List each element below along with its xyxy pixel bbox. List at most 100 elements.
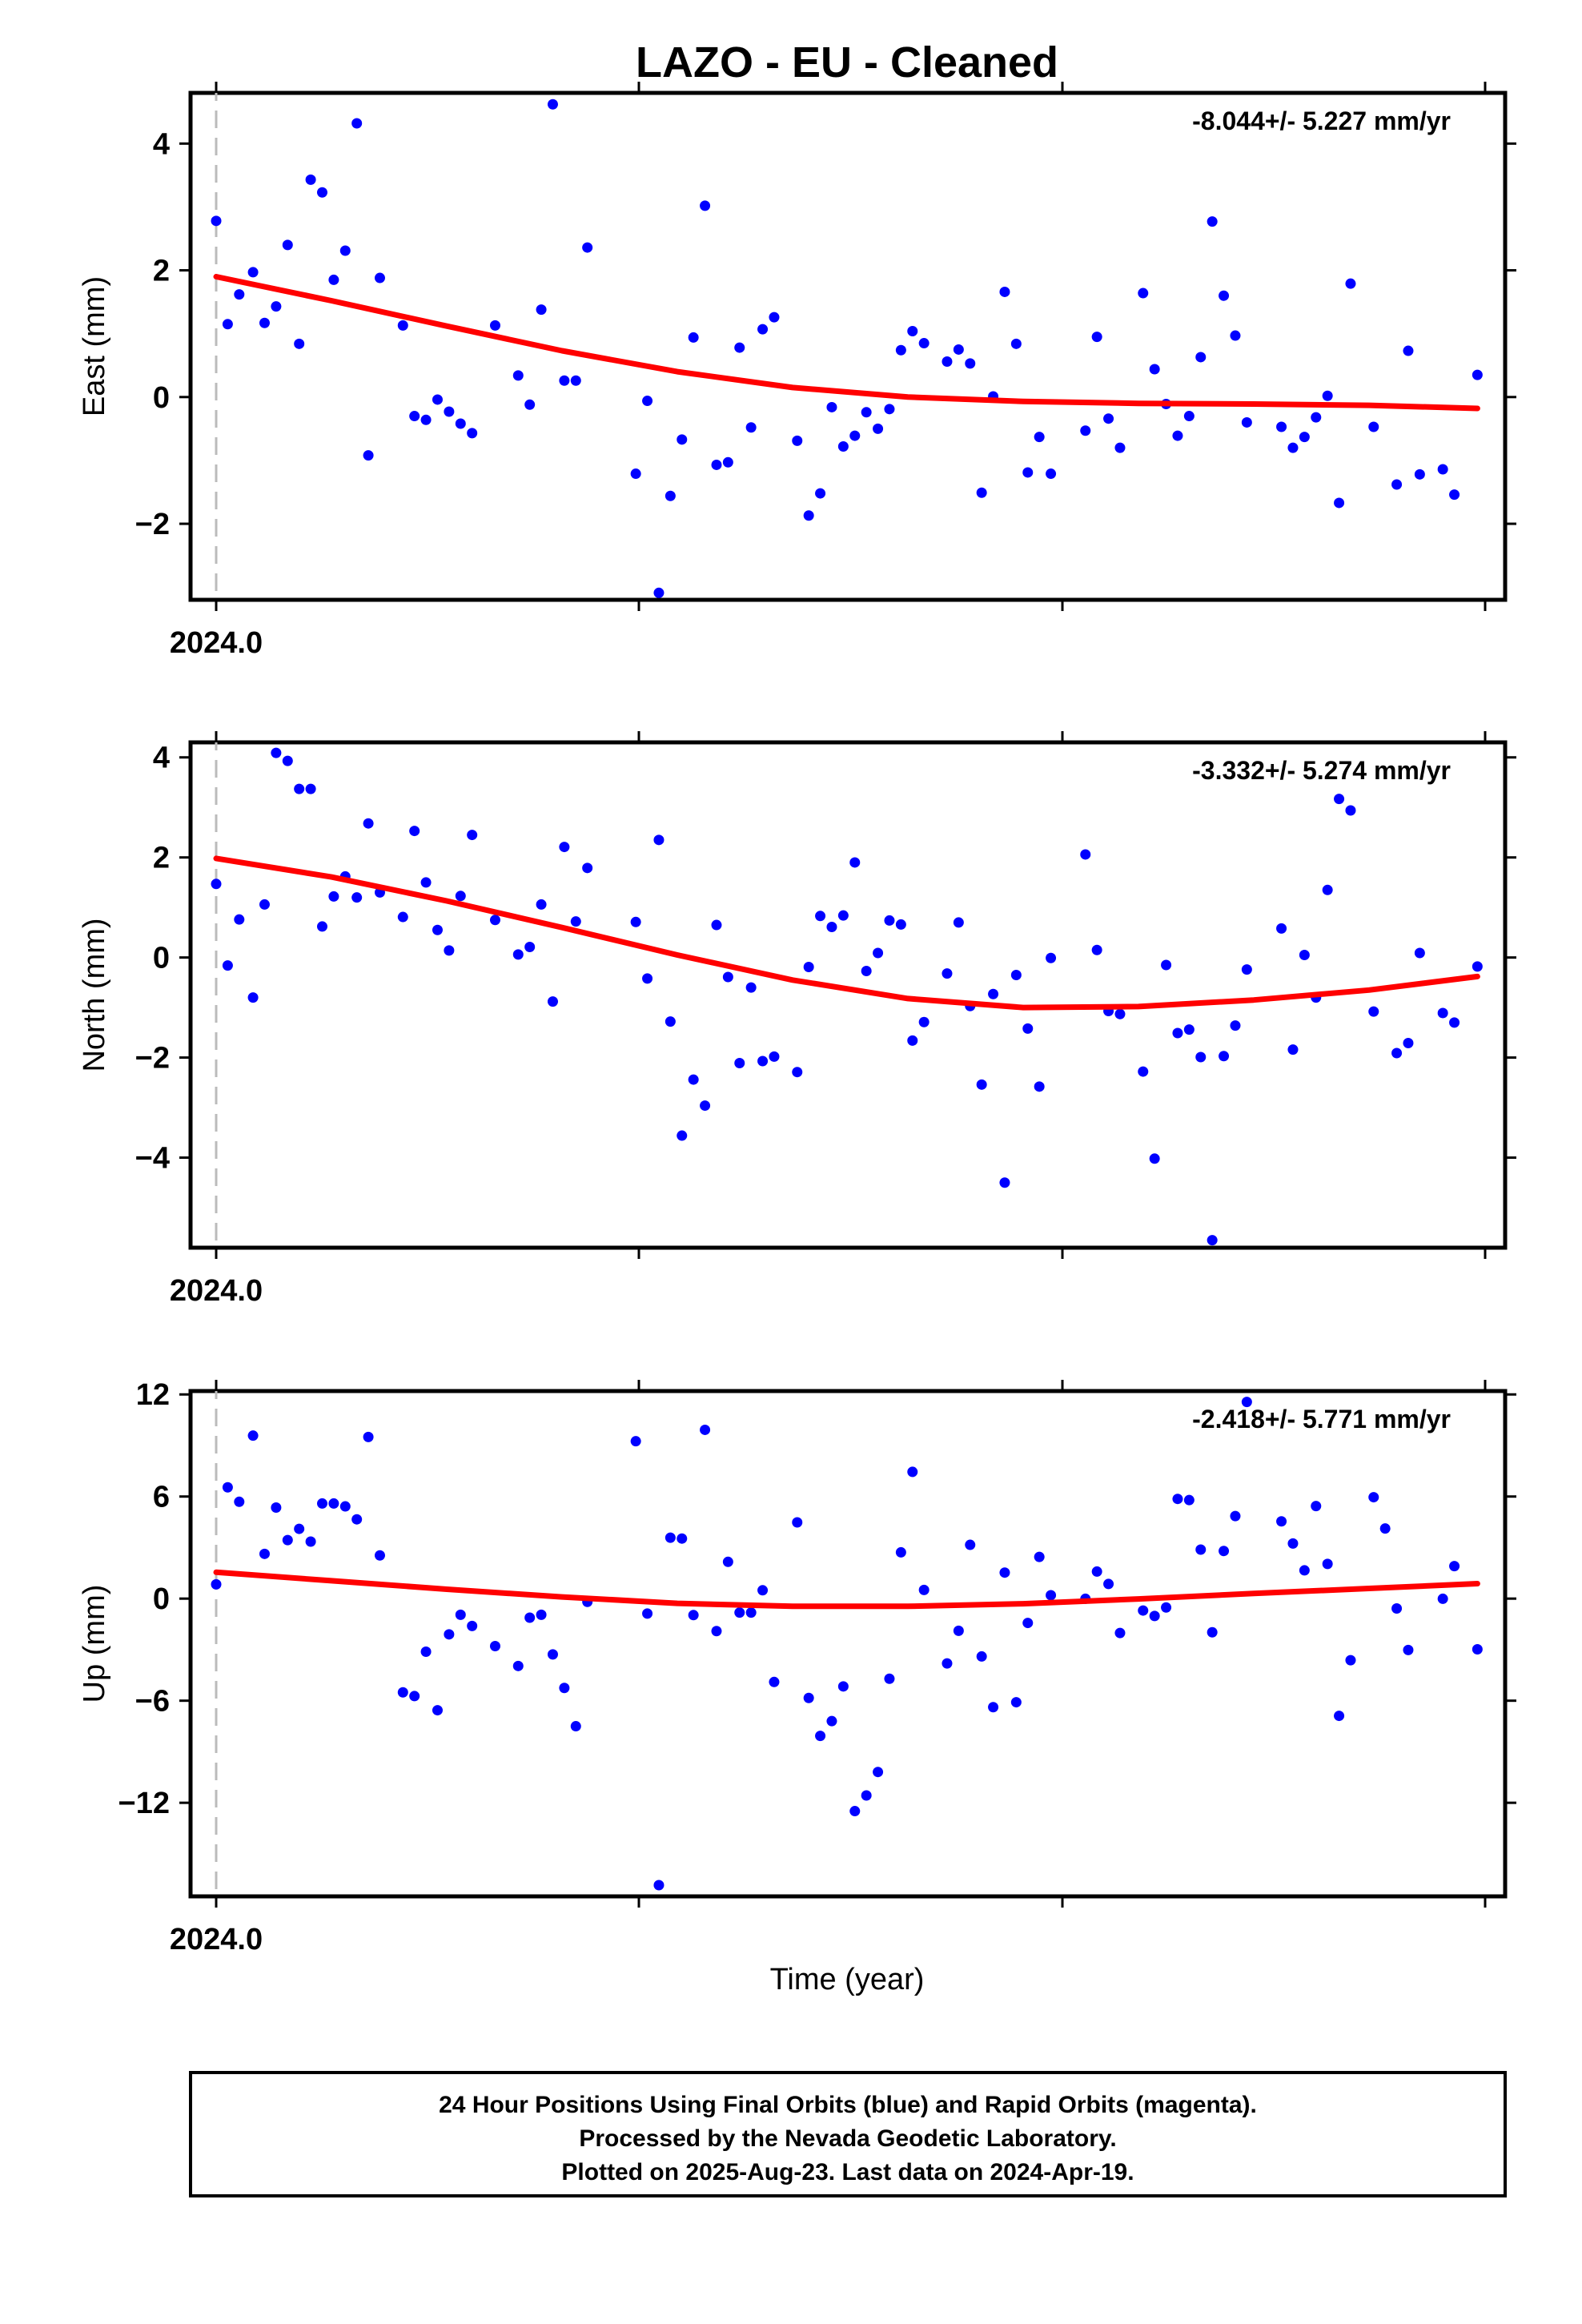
data-point — [918, 338, 930, 349]
data-point — [1241, 964, 1252, 975]
data-point — [1034, 432, 1045, 443]
data-point — [1161, 1602, 1172, 1613]
data-point — [907, 326, 918, 337]
data-point — [1103, 413, 1114, 424]
data-point — [512, 949, 524, 960]
data-point — [803, 510, 814, 521]
data-point — [769, 1676, 780, 1687]
data-point — [999, 1177, 1010, 1188]
data-point — [316, 921, 327, 932]
data-point — [711, 1626, 722, 1637]
data-point — [247, 267, 259, 278]
footer-line-1: 24 Hour Positions Using Final Orbits (bl… — [439, 2092, 1257, 2118]
data-point — [1287, 442, 1299, 453]
data-point — [1345, 278, 1356, 289]
data-point — [792, 435, 803, 446]
data-point — [884, 1673, 895, 1684]
data-point — [1172, 430, 1183, 441]
data-point — [512, 1660, 524, 1671]
data-point — [1138, 1066, 1149, 1077]
data-point — [1022, 467, 1034, 478]
data-point — [1368, 1492, 1379, 1503]
data-point — [1138, 1605, 1149, 1616]
y-tick-label: 2 — [153, 842, 170, 875]
footer-line-3: Plotted on 2025-Aug-23. Last data on 202… — [561, 2159, 1134, 2185]
data-point — [849, 1806, 861, 1817]
data-point — [1091, 944, 1102, 955]
data-point — [409, 1691, 420, 1702]
data-point — [1368, 421, 1379, 432]
x-tick-label: 2024.0 — [170, 626, 263, 660]
data-point — [1311, 1501, 1322, 1512]
data-point — [363, 818, 374, 829]
data-point — [700, 1100, 711, 1112]
data-point — [1149, 1610, 1160, 1622]
data-point — [222, 960, 233, 971]
data-point — [1403, 345, 1414, 356]
data-point — [1403, 1037, 1414, 1048]
data-point — [884, 404, 895, 415]
rate-annotation: -8.044+/- 5.227 mm/yr — [1192, 107, 1451, 135]
data-point — [328, 891, 339, 902]
data-point — [211, 1578, 222, 1590]
data-point — [665, 1532, 676, 1543]
data-point — [630, 916, 641, 927]
data-point — [745, 1607, 757, 1618]
data-point — [642, 1608, 653, 1619]
data-point — [837, 910, 849, 921]
data-point — [1207, 1626, 1218, 1638]
data-point — [988, 1702, 999, 1713]
data-point — [1183, 411, 1195, 422]
data-point — [907, 1466, 918, 1478]
data-point — [1472, 1644, 1483, 1655]
data-point — [512, 370, 524, 381]
data-point — [1391, 1047, 1403, 1059]
y-axis-label: Up (mm) — [78, 1585, 111, 1703]
data-point — [432, 394, 443, 405]
data-point — [677, 1533, 688, 1544]
data-point — [895, 1546, 906, 1558]
data-point — [1345, 1655, 1356, 1666]
data-point — [536, 899, 547, 910]
data-point — [1449, 1561, 1460, 1572]
data-point — [1311, 412, 1322, 423]
data-point — [861, 407, 872, 418]
data-point — [1010, 338, 1022, 349]
data-point — [524, 1612, 536, 1623]
data-point — [1149, 364, 1160, 375]
y-tick-label: −2 — [135, 1042, 170, 1076]
data-point — [467, 830, 478, 841]
data-point — [1046, 1590, 1057, 1601]
data-point — [444, 406, 455, 417]
rate-annotation: -2.418+/- 5.771 mm/yr — [1192, 1405, 1451, 1433]
data-point — [722, 971, 733, 983]
data-point — [1091, 332, 1102, 343]
data-point — [803, 962, 814, 973]
footer-box: 24 Hour Positions Using Final Orbits (bl… — [189, 2071, 1507, 2197]
data-point — [570, 916, 581, 927]
y-axis-label: East (mm) — [78, 276, 111, 416]
data-point — [1195, 1544, 1207, 1555]
data-point — [547, 99, 558, 110]
data-point — [965, 358, 976, 369]
data-point — [1299, 1565, 1310, 1576]
panel-1: −2 0 2 4 2024.0 East (mm) -8.044+/- 5.227 mm/y… — [78, 82, 1516, 660]
data-point — [1241, 416, 1252, 428]
data-point — [524, 399, 536, 410]
data-point — [653, 1880, 665, 1891]
data-point — [1379, 1523, 1391, 1534]
data-point — [328, 274, 339, 285]
x-tick-label: 2024.0 — [170, 1274, 263, 1308]
data-point — [1472, 369, 1483, 380]
data-point — [420, 1646, 432, 1657]
data-point — [849, 430, 861, 441]
y-axis-label: North (mm) — [78, 918, 111, 1072]
data-point — [271, 1502, 282, 1514]
data-point — [316, 187, 327, 198]
data-point — [374, 272, 385, 283]
data-point — [1022, 1023, 1034, 1034]
data-point — [420, 877, 432, 888]
data-point — [1230, 1510, 1241, 1522]
rate-annotation: -3.332+/- 5.274 mm/yr — [1192, 756, 1451, 785]
